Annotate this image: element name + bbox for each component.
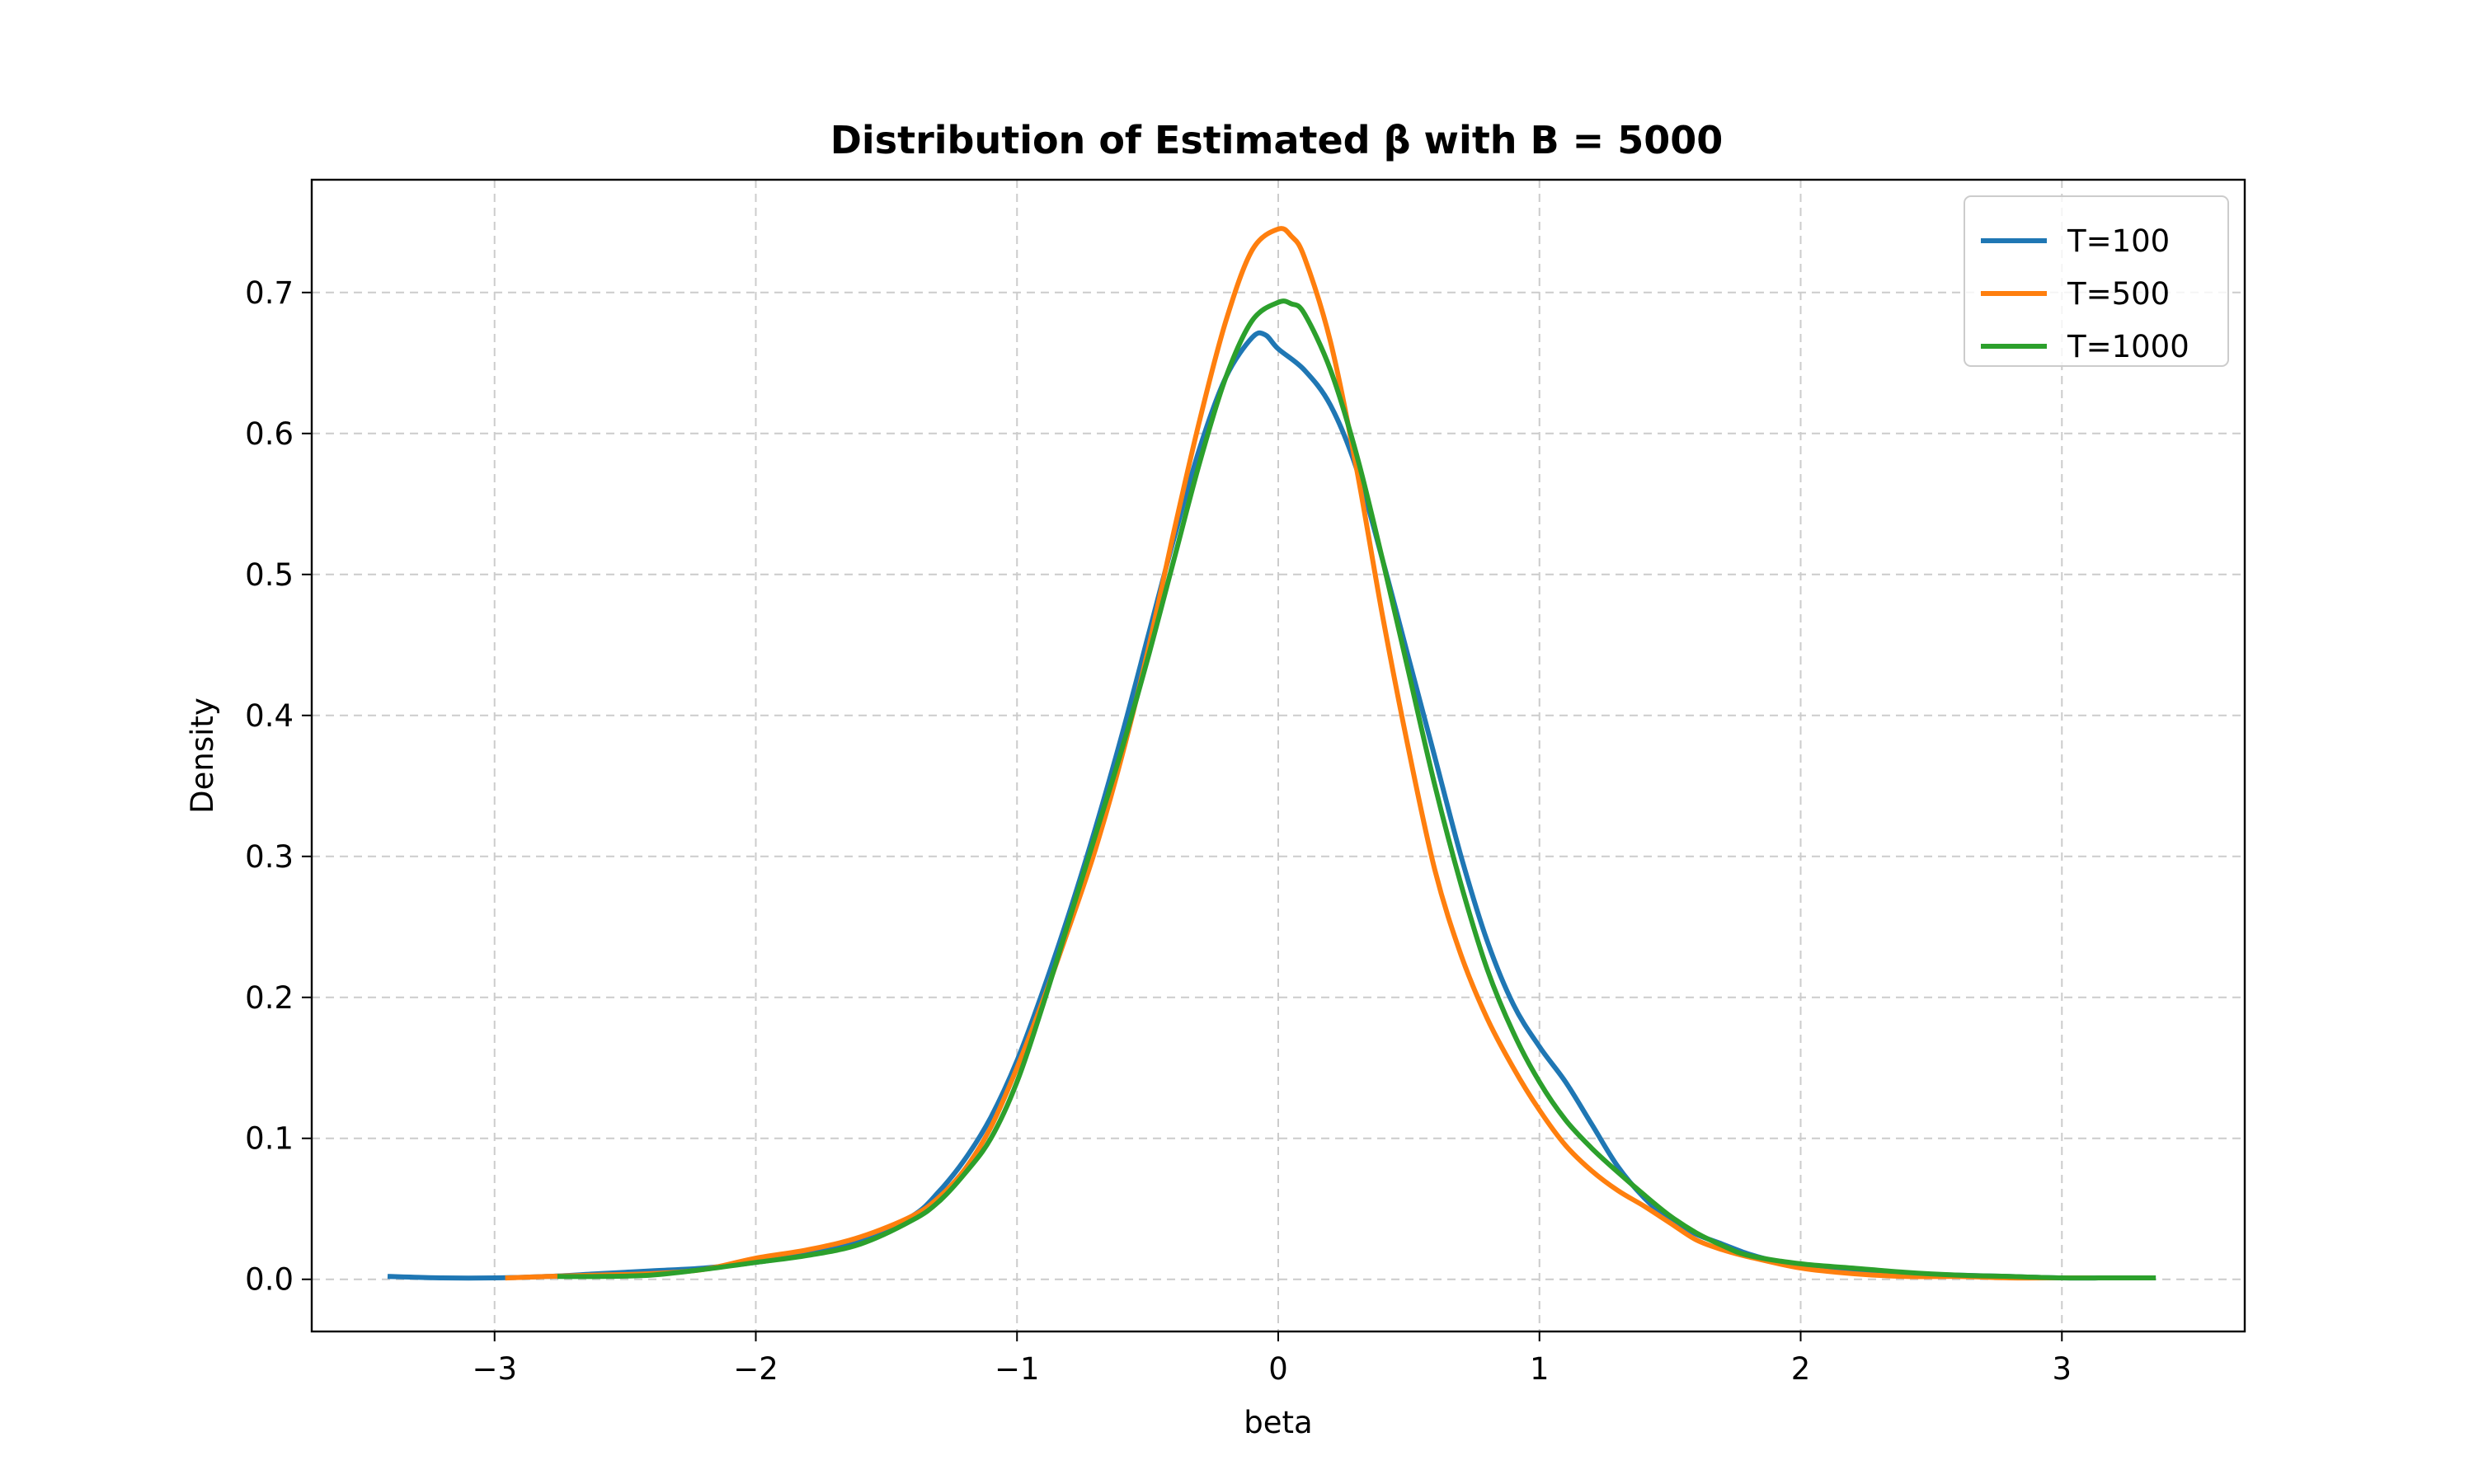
grid-lines [312, 180, 2245, 1331]
axis-ticks: −3 −2 −1 0 1 2 3 0.0 0.1 0.2 0.3 0.4 0.5 0.6 0.7 [245, 275, 2072, 1387]
x-tick-label: −1 [995, 1351, 1040, 1387]
chart-title: Distribution of Estimated β with B = 500… [830, 118, 1723, 162]
legend-label: T=500 [2067, 276, 2170, 312]
y-tick-label: 0.6 [245, 416, 294, 452]
x-tick-label: −2 [733, 1351, 778, 1387]
series-lines [387, 226, 2157, 1281]
legend-label: T=1000 [2067, 329, 2189, 364]
y-tick-label: 0.3 [245, 839, 294, 875]
y-tick-label: 0.4 [245, 698, 294, 734]
y-tick-label: 0.5 [245, 557, 294, 593]
series-line-t-500 [505, 226, 2091, 1281]
y-tick-label: 0.7 [245, 275, 294, 311]
x-tick-label: 3 [2052, 1351, 2072, 1387]
legend-label: T=100 [2067, 223, 2170, 259]
x-tick-label: 2 [1791, 1351, 1811, 1387]
y-tick-label: 0.2 [245, 980, 294, 1016]
y-tick-label: 0.1 [245, 1121, 294, 1157]
x-tick-label: −3 [472, 1351, 517, 1387]
x-axis-label: beta [1244, 1405, 1312, 1440]
series-line-t-1000 [557, 298, 2157, 1281]
y-axis-label: Density [185, 697, 220, 814]
legend: T=100 T=500 T=1000 [1964, 195, 2229, 367]
y-tick-label: 0.0 [245, 1262, 294, 1298]
x-tick-label: 0 [1268, 1351, 1288, 1387]
x-tick-label: 1 [1530, 1351, 1550, 1387]
